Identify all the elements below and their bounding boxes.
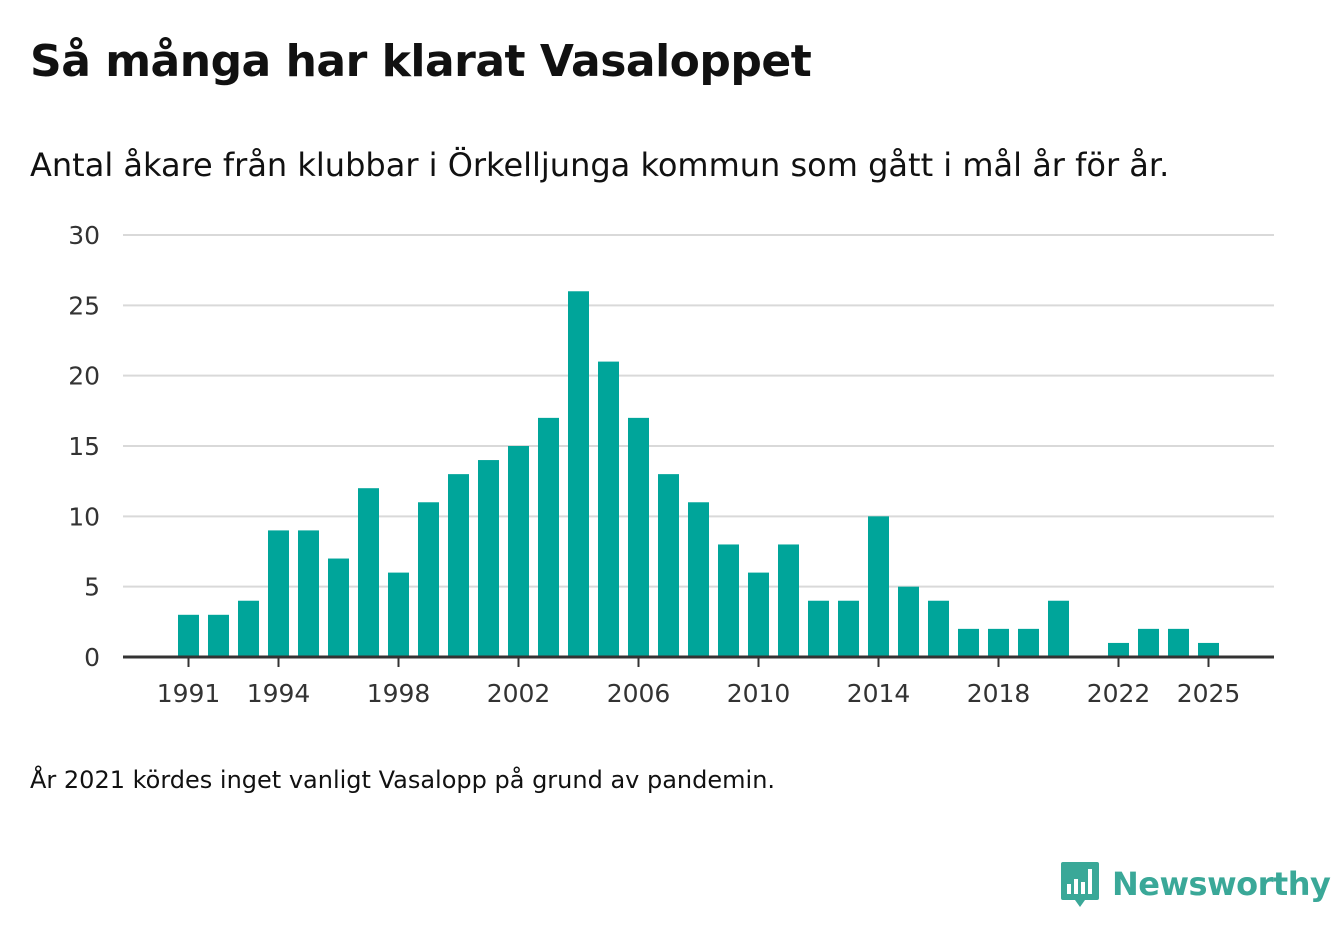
x-tick-label: 2025 bbox=[1177, 679, 1241, 708]
x-axis bbox=[123, 655, 1274, 667]
x-tick-label: 1998 bbox=[367, 679, 431, 708]
x-tick-label: 2022 bbox=[1087, 679, 1151, 708]
bar-2025: 2025: 1 bbox=[1198, 642, 1219, 657]
chart-title: Så många har klarat Vasaloppet bbox=[30, 36, 812, 87]
chart-subtitle: Antal åkare från klubbar i Örkelljunga k… bbox=[30, 146, 1170, 184]
brand-name: Newsworthy bbox=[1112, 865, 1331, 903]
bar-2002: 2002: 15 bbox=[508, 446, 529, 657]
y-axis-tick-labels: 0 5 10 15 20 25 30 bbox=[68, 221, 100, 672]
bar-2011: 2011: 8 bbox=[778, 544, 799, 657]
bar-2000: 2000: 13 bbox=[448, 474, 469, 657]
y-tick-label: 15 bbox=[68, 432, 100, 461]
bar-2023: 2023: 2 bbox=[1138, 628, 1159, 657]
bar-2017: 2017: 2 bbox=[958, 628, 979, 657]
bar-2004: 2004: 26 bbox=[568, 291, 589, 657]
y-tick-label: 30 bbox=[68, 221, 100, 250]
x-tick-label: 2006 bbox=[607, 679, 671, 708]
x-tick-label: 2018 bbox=[967, 679, 1031, 708]
bar-2019: 2019: 2 bbox=[1018, 628, 1039, 657]
y-tick-label: 5 bbox=[84, 573, 100, 602]
bar-2001: 2001: 14 bbox=[478, 460, 499, 657]
brand-logo: Newsworthy bbox=[1060, 860, 1331, 908]
bar-2013: 2013: 4 bbox=[838, 600, 859, 657]
bar-2015: 2015: 5 bbox=[898, 586, 919, 657]
y-tick-label: 0 bbox=[84, 643, 100, 672]
bar-2005: 2005: 21 bbox=[598, 361, 619, 657]
bar-2024: 2024: 2 bbox=[1168, 628, 1189, 657]
y-tick-label: 25 bbox=[68, 291, 100, 320]
newsworthy-logo-icon bbox=[1061, 862, 1099, 907]
bar-1996: 1996: 7 bbox=[328, 558, 349, 657]
bar-2020: 2020: 4 bbox=[1048, 600, 1069, 657]
bar-1999: 1999: 11 bbox=[418, 502, 439, 657]
bar-2016: 2016: 4 bbox=[928, 600, 949, 657]
y-tick-label: 20 bbox=[68, 362, 100, 391]
footnote: År 2021 kördes inget vanligt Vasalopp på… bbox=[30, 766, 776, 794]
bars: 1991: 3 1992: 3 1993: 4 1994: 9 1995: 9 1996:… bbox=[178, 291, 1219, 657]
x-tick-label: 1991 bbox=[157, 679, 221, 708]
bar-1998: 1998: 6 bbox=[388, 572, 409, 657]
x-tick-label: 2014 bbox=[847, 679, 911, 708]
bar-1997: 1997: 12 bbox=[358, 488, 379, 657]
x-tick-label: 2010 bbox=[727, 679, 791, 708]
y-tick-label: 10 bbox=[68, 502, 100, 531]
bar-2012: 2012: 4 bbox=[808, 600, 829, 657]
bar-1994: 1994: 9 bbox=[268, 530, 289, 657]
x-tick-label: 2002 bbox=[487, 679, 551, 708]
bar-2006: 2006: 17 bbox=[628, 417, 649, 657]
bar-1991: 1991: 3 bbox=[178, 614, 199, 657]
bar-2014: 2014: 10 bbox=[868, 516, 889, 657]
bar-2009: 2009: 8 bbox=[718, 544, 739, 657]
bar-2007: 2007: 13 bbox=[658, 474, 679, 657]
bar-1992: 1992: 3 bbox=[208, 614, 229, 657]
bar-2010: 2010: 6 bbox=[748, 572, 769, 657]
bar-1993: 1993: 4 bbox=[238, 600, 259, 657]
bar-2008: 2008: 11 bbox=[688, 502, 709, 657]
bar-2022: 2022: 1 bbox=[1108, 642, 1129, 657]
x-tick-label: 1994 bbox=[247, 679, 311, 708]
x-axis-tick-labels: 1991 1994 1998 2002 2006 2010 2014 2018 2022 2025 bbox=[157, 679, 1241, 708]
bar-2003: 2003: 17 bbox=[538, 417, 559, 657]
bar-2018: 2018: 2 bbox=[988, 628, 1009, 657]
bar-1995: 1995: 9 bbox=[298, 530, 319, 657]
